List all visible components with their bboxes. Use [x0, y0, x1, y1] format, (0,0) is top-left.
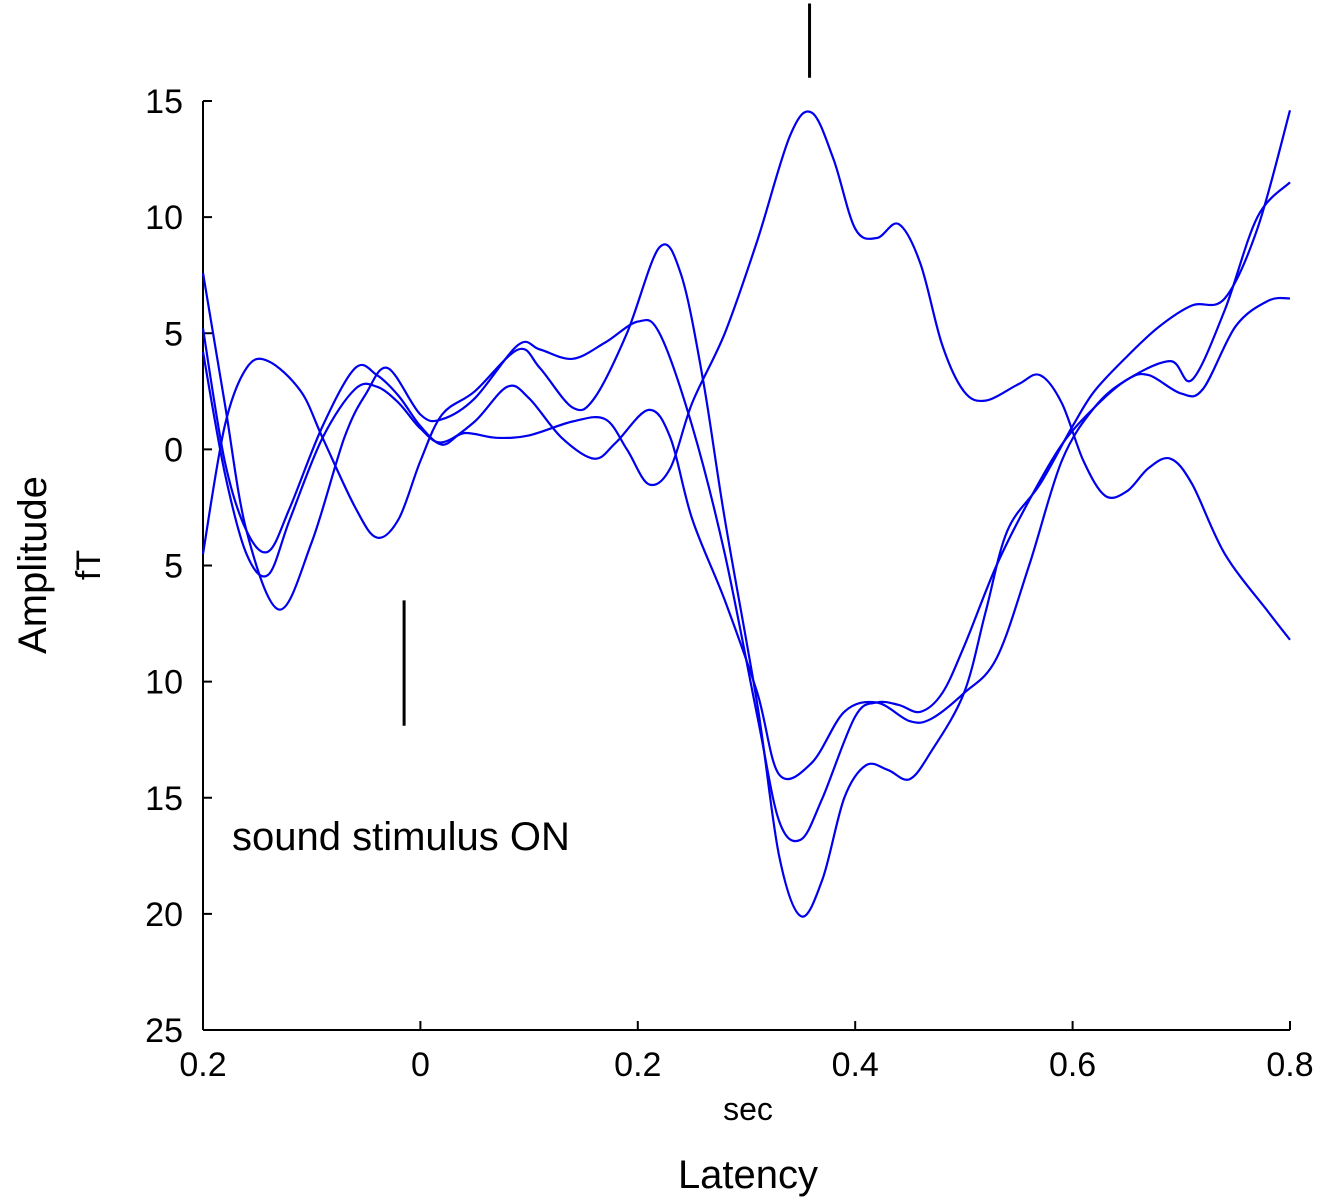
series-line-2 [201, 181, 1291, 781]
series-layer [201, 110, 1292, 918]
y-tick-label: 15 [145, 780, 183, 818]
x-tick-label: 0.8 [1266, 1046, 1313, 1084]
x-tick-label: 0.2 [614, 1046, 661, 1084]
x-axis-title: Latency [678, 1153, 818, 1197]
marker-layer [402, 3, 812, 726]
y-ticks: 15 10 5 0 5 10 15 20 25 [145, 83, 212, 1050]
x-tick-label: 0.2 [179, 1046, 226, 1084]
series-line-1 [201, 272, 1291, 843]
x-tick-label: 0 [411, 1046, 430, 1084]
y-tick-label: 15 [145, 83, 183, 121]
y-tick-label: 0 [164, 431, 183, 469]
x-tick-label: 0.6 [1049, 1046, 1096, 1084]
y-tick-label: 10 [145, 199, 183, 237]
x-unit-label: sec [723, 1091, 773, 1127]
y-unit-label: fT [70, 550, 108, 580]
axes: 15 10 5 0 5 10 15 20 25 0.2 0 0.2 0.4 0.6 0.8 [145, 83, 1313, 1084]
y-tick-label: 20 [145, 896, 183, 934]
y-tick-label: 25 [145, 1012, 183, 1050]
y-tick-label: 10 [145, 664, 183, 702]
annotation-label: sound stimulus ON [232, 815, 570, 859]
x-tick-label: 0.4 [832, 1046, 879, 1084]
series-line-3 [201, 110, 1291, 641]
y-tick-label: 5 [164, 315, 183, 353]
y-tick-label: 5 [164, 548, 183, 586]
x-ticks: 0.2 0 0.2 0.4 0.6 0.8 [179, 1021, 1314, 1084]
y-axis-title: Amplitude [11, 476, 55, 654]
series-line-4 [201, 110, 1292, 918]
